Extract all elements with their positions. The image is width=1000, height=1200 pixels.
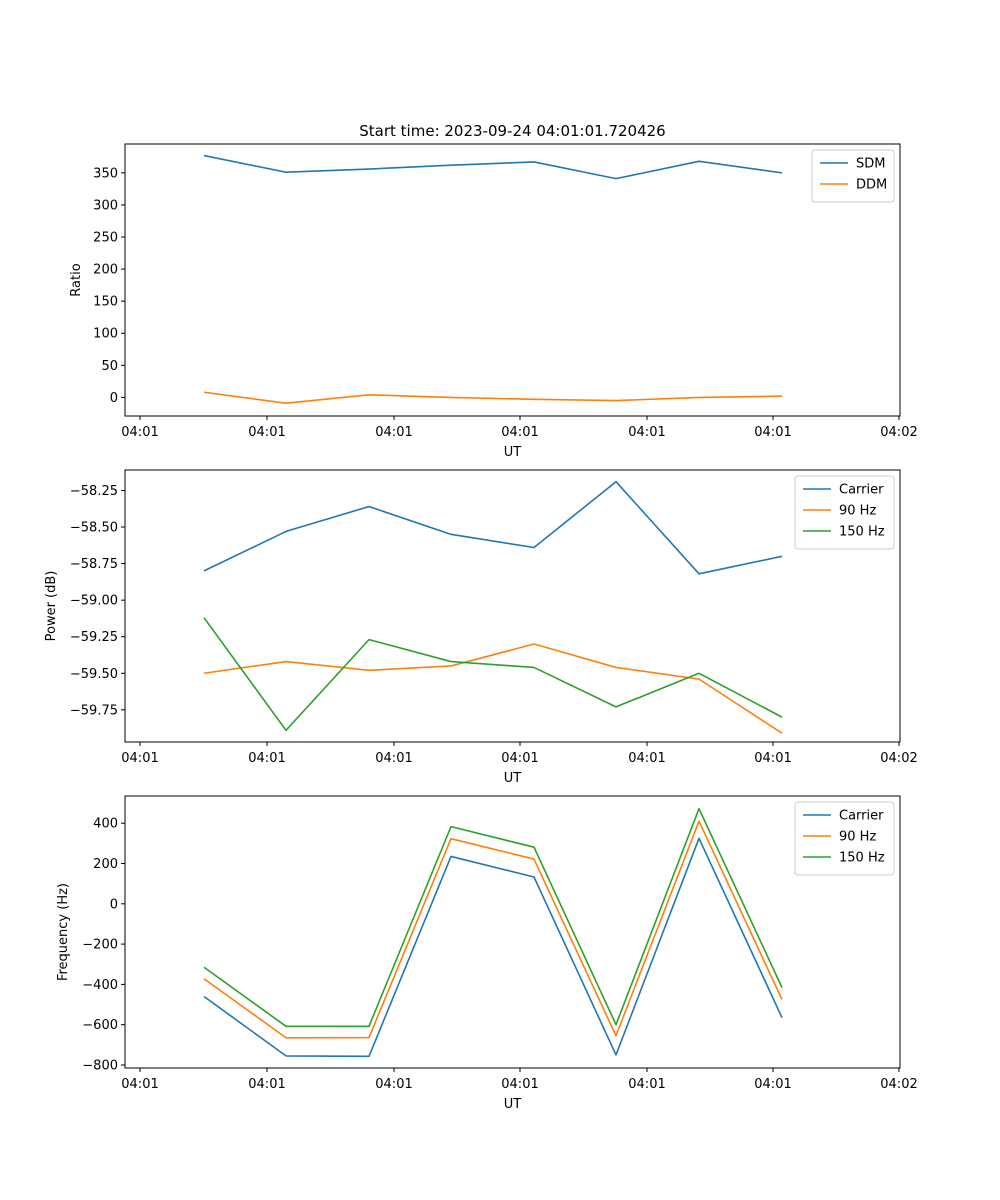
x-tick-label: 04:01 [501,1077,538,1092]
y-tick-label: −59.00 [70,594,118,609]
x-tick-label: 04:01 [121,751,158,766]
y-tick-label: 250 [93,231,118,246]
y-axis-label: Frequency (Hz) [56,883,71,981]
x-tick-label: 04:01 [628,751,665,766]
x-tick-label: 04:01 [754,425,791,440]
y-axis-label: Power (dB) [44,571,59,642]
series-line-150-hz [203,807,783,1028]
y-tick-label: −59.25 [70,630,118,645]
x-tick-label: 04:01 [248,425,285,440]
x-tick-label: 04:01 [754,751,791,766]
x-tick-label: 04:01 [501,751,538,766]
y-tick-label: −200 [82,938,118,953]
y-tick-label: −400 [82,978,118,993]
y-tick-label: 300 [93,198,118,213]
y-tick-label: −58.75 [70,557,118,572]
series-line-90-hz [203,643,783,734]
y-tick-label: 400 [93,817,118,832]
y-tick-label: −58.50 [70,521,118,536]
y-tick-label: −59.75 [70,703,118,718]
legend-label: SDM [856,157,885,172]
legend-label: 150 Hz [839,851,885,866]
x-tick-label: 04:01 [248,1077,285,1092]
chart-title: Start time: 2023-09-24 04:01:01.720426 [359,122,665,140]
y-tick-label: −800 [82,1058,118,1073]
chart-panel-2: 04:01 04:01 04:01 04:01 04:01 04:01 04:02 UT −59… [44,469,918,786]
y-tick-label: 200 [93,263,118,278]
y-axis-label: Ratio [69,263,84,296]
x-tick-label: 04:01 [121,1077,158,1092]
legend-label: 90 Hz [839,830,876,845]
series-line-carrier [203,480,783,575]
series-line-90-hz [203,820,783,1039]
y-tick-label: 50 [101,359,118,374]
legend-label: Carrier [839,483,884,498]
plot-frame [124,795,901,1069]
y-tick-label: 0 [110,897,118,912]
x-tick-label: 04:01 [628,1077,665,1092]
x-tick-label: 04:02 [880,1077,917,1092]
plot-frame [124,469,901,743]
y-tick-label: 150 [93,295,118,310]
x-tick-label: 04:01 [375,425,412,440]
x-tick-label: 04:02 [880,425,917,440]
series-line-150-hz [203,617,783,732]
y-tick-label: −600 [82,1018,118,1033]
x-axis-label: UT [504,445,522,460]
series-line-carrier [203,837,783,1058]
x-axis-label: UT [504,771,522,786]
y-tick-label: −59.50 [70,667,118,682]
y-tick-label: 100 [93,327,118,342]
series-line-ddm [203,391,783,404]
series-line-sdm [203,154,783,180]
x-tick-label: 04:01 [628,425,665,440]
chart-panel-1: Start time: 2023-09-24 04:01:01.720426 04… [69,122,918,460]
y-tick-label: 200 [93,857,118,872]
legend-label: Carrier [839,809,884,824]
y-tick-label: 350 [93,166,118,181]
y-tick-label: 0 [110,391,118,406]
x-tick-label: 04:01 [501,425,538,440]
legend-label: 150 Hz [839,525,885,540]
x-tick-label: 04:02 [880,751,917,766]
x-tick-label: 04:01 [248,751,285,766]
x-tick-label: 04:01 [375,1077,412,1092]
plot-frame [124,143,901,417]
legend-label: 90 Hz [839,504,876,519]
x-axis-label: UT [504,1097,522,1112]
x-tick-label: 04:01 [754,1077,791,1092]
x-tick-label: 04:01 [121,425,158,440]
x-tick-label: 04:01 [375,751,412,766]
chart-panel-3: 04:01 04:01 04:01 04:01 04:01 04:01 04:02 UT −80… [56,795,918,1112]
y-tick-label: −58.25 [70,484,118,499]
legend-label: DDM [856,178,887,193]
